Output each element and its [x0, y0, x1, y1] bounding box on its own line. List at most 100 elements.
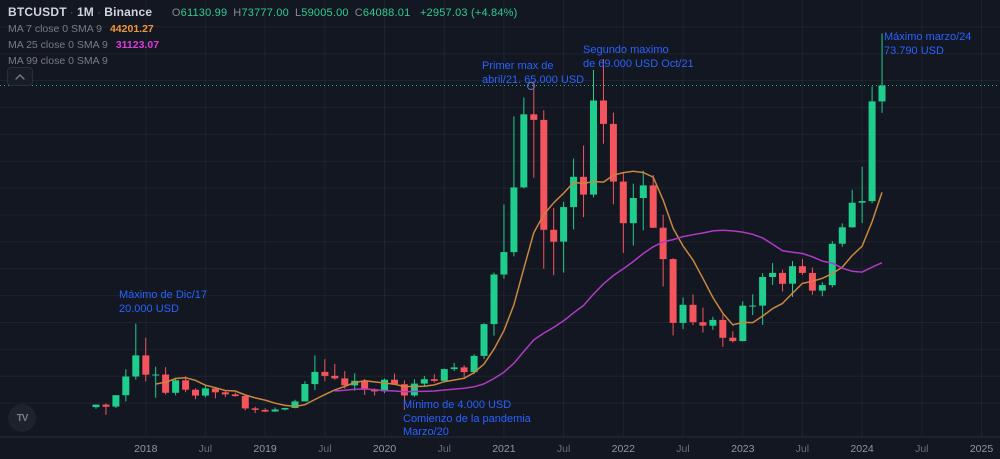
- ohlc-label-H: H: [233, 7, 242, 19]
- candle-down: [550, 207, 558, 276]
- time-tick-2025: 2025: [970, 443, 994, 455]
- annotation-maximo-marzo24[interactable]: Máximo marzo/24 73.790 USD: [884, 31, 971, 58]
- candle-body: [540, 119, 548, 230]
- exchange-name[interactable]: Binance: [104, 5, 153, 19]
- candle-up: [739, 301, 747, 342]
- annotation-segundo-max-oct21[interactable]: Segundo maximo de 69.000 USD Oct/21: [583, 44, 694, 71]
- chevron-up-icon: [15, 73, 25, 80]
- indicator-label: MA 7 close 0 SMA 9: [8, 22, 102, 35]
- candle-up: [679, 297, 687, 330]
- candle-body: [669, 259, 677, 323]
- candle-body: [530, 114, 538, 120]
- candle-body: [261, 409, 269, 412]
- candle-body: [470, 355, 478, 373]
- candle-body: [510, 187, 518, 253]
- candle-down: [699, 307, 707, 333]
- candle-down: [221, 390, 229, 398]
- candle-down: [719, 314, 727, 347]
- candle-up: [132, 323, 140, 380]
- candle-body: [739, 305, 747, 342]
- candle-body: [609, 123, 617, 182]
- annotation-primer-max-abr21[interactable]: Primer max de abril/21. 65.000 USD: [482, 60, 584, 87]
- time-tick-2020: 2020: [373, 443, 397, 455]
- candle-body: [590, 100, 597, 195]
- candle-up: [420, 375, 428, 387]
- tradingview-logo[interactable]: TV: [8, 404, 36, 432]
- candle-body: [331, 375, 339, 379]
- candle-body: [550, 229, 558, 242]
- candle-body: [779, 272, 786, 284]
- legend-collapse-button[interactable]: [7, 67, 33, 86]
- annotation-line: Máximo marzo/24: [884, 31, 972, 43]
- ohlc-value-L: 59005.00: [301, 7, 349, 19]
- candle-body: [231, 394, 239, 397]
- candle-body: [271, 409, 279, 412]
- candle-up: [749, 294, 757, 316]
- separator-dot: ·: [97, 5, 102, 19]
- candle-body: [410, 383, 418, 396]
- candle-down: [192, 388, 199, 400]
- candle-body: [281, 408, 289, 410]
- ma-line-25: [334, 229, 883, 393]
- legend: BTCUSDT · 1M · Binance O61130.99 H73777.00 L59…: [8, 5, 518, 67]
- candle-up: [172, 377, 180, 396]
- candle-body: [699, 322, 707, 326]
- annotation-minimo-marzo20[interactable]: Mínimo de 4.000 USD Comienzo de la pandem…: [403, 399, 531, 440]
- change-value: +2957.03 (+4.84%): [419, 7, 518, 19]
- candle-body: [858, 201, 866, 203]
- time-tick-Jul: Jul: [915, 443, 928, 455]
- candle-down: [361, 378, 369, 395]
- time-tick-Jul: Jul: [438, 443, 451, 455]
- candle-up: [590, 69, 597, 198]
- candle-down: [162, 367, 170, 395]
- indicator-value: 31123.07: [115, 38, 160, 51]
- timeframe[interactable]: 1M: [76, 5, 95, 19]
- candle-up: [271, 407, 279, 412]
- candle-up: [480, 323, 488, 360]
- candle-body: [828, 243, 836, 286]
- time-tick-2018: 2018: [134, 443, 158, 455]
- drawing-anchor-marker[interactable]: [527, 82, 535, 90]
- symbol-name[interactable]: BTCUSDT: [8, 5, 67, 19]
- annotation-max-dic17[interactable]: Máximo de Dic/17 20.000 USD: [119, 289, 207, 316]
- candle-body: [600, 100, 607, 124]
- candle-up: [410, 379, 418, 397]
- indicator-row-ma7[interactable]: MA 7 close 0 SMA 9 44201.27: [8, 23, 518, 36]
- candle-body: [878, 85, 886, 102]
- candle-up: [92, 404, 100, 409]
- candles: [92, 33, 886, 415]
- annotation-line: Marzo/20: [403, 426, 449, 438]
- indicator-label: MA 25 close 0 SMA 9: [8, 38, 108, 51]
- candle-body: [420, 379, 428, 384]
- candle-body: [371, 389, 379, 392]
- candle-body: [838, 227, 846, 244]
- candle-down: [580, 145, 587, 218]
- candle-body: [649, 185, 657, 228]
- time-axis[interactable]: 2018 Jul 2019 Jul 2020 Jul 2021 Jul 2022 Jul 2023 J…: [134, 443, 993, 455]
- candle-body: [430, 379, 438, 381]
- candle-up: [301, 381, 309, 402]
- annotation-line: abril/21. 65.000 USD: [482, 73, 585, 86]
- time-tick-Jul: Jul: [557, 443, 570, 455]
- candle-down: [331, 363, 339, 380]
- candle-body: [321, 371, 329, 376]
- candle-body: [201, 388, 209, 396]
- candle-body: [92, 404, 100, 408]
- indicator-row-ma25[interactable]: MA 25 close 0 SMA 9 31123.07: [8, 39, 518, 52]
- ohlc-values: O61130.99 H73777.00 L59005.00 C64088.01: [166, 7, 411, 19]
- candle-up: [818, 282, 826, 297]
- indicator-row-ma99[interactable]: MA 99 close 0 SMA 9: [8, 55, 518, 68]
- candle-up: [769, 263, 777, 285]
- symbol-row[interactable]: BTCUSDT · 1M · Binance O61130.99 H73777.00 L59…: [8, 5, 518, 19]
- candle-up: [510, 116, 518, 257]
- candle-body: [311, 371, 319, 385]
- candle-up: [858, 166, 866, 224]
- candle-down: [600, 59, 607, 144]
- candle-body: [361, 380, 369, 390]
- candle-body: [211, 388, 219, 393]
- indicator-legend: MA 7 close 0 SMA 9 44201.27 MA 25 close 0 …: [8, 23, 518, 68]
- candle-body: [759, 277, 767, 306]
- candle-down: [251, 406, 259, 413]
